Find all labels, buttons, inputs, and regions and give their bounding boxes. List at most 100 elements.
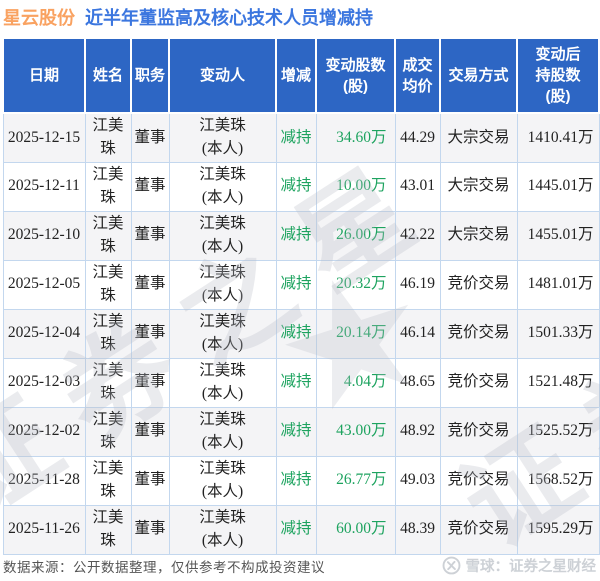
table-row: 2025-12-11 江美珠 董事 江美珠 (本人) 减持 10.00万 43.01 大宗交易… bbox=[2, 161, 600, 212]
cell-date: 2025-12-10 bbox=[2, 210, 86, 261]
cell-trade-type: 大宗交易 bbox=[439, 112, 518, 163]
cell-direction: 减持 bbox=[275, 406, 317, 457]
column-header-direction: 增减 bbox=[275, 37, 317, 114]
table-row: 2025-11-28 江美珠 董事 江美珠 (本人) 减持 26.77万 49.03 竞价交易… bbox=[2, 455, 600, 506]
cell-name: 江美珠 bbox=[84, 161, 132, 212]
cell-date: 2025-12-04 bbox=[2, 308, 86, 359]
cell-shares-after: 1521.48万 bbox=[516, 357, 600, 408]
cell-position: 董事 bbox=[130, 112, 170, 163]
cell-trade-type: 大宗交易 bbox=[439, 161, 518, 212]
column-header-shares-after: 变动后 持股数 (股) bbox=[516, 37, 600, 114]
cell-position: 董事 bbox=[130, 504, 170, 555]
cell-direction: 减持 bbox=[275, 112, 317, 163]
cell-trade-type: 竞价交易 bbox=[439, 259, 518, 310]
cell-changer: 江美珠 (本人) bbox=[168, 210, 277, 261]
brand-badge: 雪球：证券之星财经 bbox=[442, 555, 596, 576]
cell-date: 2025-11-28 bbox=[2, 455, 86, 506]
cell-trade-type: 竞价交易 bbox=[439, 308, 518, 359]
cell-name: 江美珠 bbox=[84, 259, 132, 310]
cell-direction: 减持 bbox=[275, 210, 317, 261]
cell-shares-after: 1455.01万 bbox=[516, 210, 600, 261]
cell-changer: 江美珠 (本人) bbox=[168, 308, 277, 359]
cell-date: 2025-12-02 bbox=[2, 406, 86, 457]
cell-avg-price: 44.29 bbox=[394, 112, 441, 163]
cell-changer: 江美珠 (本人) bbox=[168, 112, 277, 163]
column-header-name: 姓名 bbox=[84, 37, 132, 114]
cell-shares-after: 1410.41万 bbox=[516, 112, 600, 163]
cell-direction: 减持 bbox=[275, 308, 317, 359]
cell-shares-after: 1568.52万 bbox=[516, 455, 600, 506]
stock-name: 星云股份 bbox=[3, 8, 75, 28]
cell-shares-after: 1525.52万 bbox=[516, 406, 600, 457]
cell-trade-type: 竞价交易 bbox=[439, 504, 518, 555]
cell-trade-type: 竞价交易 bbox=[439, 455, 518, 506]
cell-direction: 减持 bbox=[275, 504, 317, 555]
cell-changer: 江美珠 (本人) bbox=[168, 406, 277, 457]
cell-position: 董事 bbox=[130, 210, 170, 261]
cell-changer: 江美珠 (本人) bbox=[168, 357, 277, 408]
cell-position: 董事 bbox=[130, 259, 170, 310]
cell-avg-price: 49.03 bbox=[394, 455, 441, 506]
cell-avg-price: 48.65 bbox=[394, 357, 441, 408]
cell-shares-changed: 4.04万 bbox=[315, 357, 396, 408]
cell-shares-after: 1481.01万 bbox=[516, 259, 600, 310]
cell-direction: 减持 bbox=[275, 161, 317, 212]
cell-shares-changed: 60.00万 bbox=[315, 504, 396, 555]
cell-changer: 江美珠 (本人) bbox=[168, 455, 277, 506]
cell-changer: 江美珠 (本人) bbox=[168, 504, 277, 555]
column-header-trade-type: 交易方式 bbox=[439, 37, 518, 114]
table-row: 2025-12-05 江美珠 董事 江美珠 (本人) 减持 20.32万 46.19 竞价交易… bbox=[2, 259, 600, 310]
cell-shares-after: 1595.29万 bbox=[516, 504, 600, 555]
cell-name: 江美珠 bbox=[84, 455, 132, 506]
cell-avg-price: 46.14 bbox=[394, 308, 441, 359]
cell-position: 董事 bbox=[130, 455, 170, 506]
cell-name: 江美珠 bbox=[84, 504, 132, 555]
cell-name: 江美珠 bbox=[84, 406, 132, 457]
cell-avg-price: 43.01 bbox=[394, 161, 441, 212]
table-row: 2025-12-03 江美珠 董事 江美珠 (本人) 减持 4.04万 48.65 竞价交易 1… bbox=[2, 357, 600, 408]
table-row: 2025-12-04 江美珠 董事 江美珠 (本人) 减持 20.14万 46.14 竞价交易… bbox=[2, 308, 600, 359]
cell-avg-price: 42.22 bbox=[394, 210, 441, 261]
cell-shares-after: 1501.33万 bbox=[516, 308, 600, 359]
cell-direction: 减持 bbox=[275, 455, 317, 506]
xueqiu-logo-icon bbox=[442, 556, 461, 575]
table-row: 2025-12-15 江美珠 董事 江美珠 (本人) 减持 34.60万 44.29 大宗交易… bbox=[2, 112, 600, 163]
table-row: 2025-12-10 江美珠 董事 江美珠 (本人) 减持 26.00万 42.22 大宗交易… bbox=[2, 210, 600, 261]
cell-trade-type: 大宗交易 bbox=[439, 210, 518, 261]
table-row: 2025-12-02 江美珠 董事 江美珠 (本人) 减持 43.00万 48.92 竞价交易… bbox=[2, 406, 600, 457]
cell-trade-type: 竞价交易 bbox=[439, 357, 518, 408]
title-subtitle: 近半年董监高及核心技术人员增减持 bbox=[85, 8, 373, 28]
cell-shares-changed: 26.00万 bbox=[315, 210, 396, 261]
holdings-table: 日期 姓名 职务 变动人 增减 变动股数 (股) 成交 均价 交易方式 变动后 持股数 (股) … bbox=[2, 37, 600, 555]
cell-changer: 江美珠 (本人) bbox=[168, 161, 277, 212]
cell-avg-price: 48.92 bbox=[394, 406, 441, 457]
column-header-date: 日期 bbox=[2, 37, 86, 114]
column-header-position: 职务 bbox=[130, 37, 170, 114]
column-header-changer: 变动人 bbox=[168, 37, 277, 114]
cell-shares-changed: 10.00万 bbox=[315, 161, 396, 212]
cell-date: 2025-12-15 bbox=[2, 112, 86, 163]
cell-direction: 减持 bbox=[275, 259, 317, 310]
cell-date: 2025-12-05 bbox=[2, 259, 86, 310]
data-source-note: 数据来源：公开数据整理，仅供参考不构成投资建议 bbox=[3, 559, 325, 575]
table-row: 2025-11-26 江美珠 董事 江美珠 (本人) 减持 60.00万 48.39 竞价交易… bbox=[2, 504, 600, 555]
cell-shares-changed: 26.77万 bbox=[315, 455, 396, 506]
cell-avg-price: 48.39 bbox=[394, 504, 441, 555]
cell-shares-after: 1445.01万 bbox=[516, 161, 600, 212]
cell-changer: 江美珠 (本人) bbox=[168, 259, 277, 310]
cell-name: 江美珠 bbox=[84, 210, 132, 261]
cell-date: 2025-11-26 bbox=[2, 504, 86, 555]
cell-avg-price: 46.19 bbox=[394, 259, 441, 310]
cell-name: 江美珠 bbox=[84, 357, 132, 408]
cell-shares-changed: 20.14万 bbox=[315, 308, 396, 359]
cell-position: 董事 bbox=[130, 161, 170, 212]
cell-shares-changed: 20.32万 bbox=[315, 259, 396, 310]
column-header-avg-price: 成交 均价 bbox=[394, 37, 441, 114]
cell-name: 江美珠 bbox=[84, 112, 132, 163]
table-body: 2025-12-15 江美珠 董事 江美珠 (本人) 减持 34.60万 44.29 大宗交易… bbox=[2, 112, 600, 555]
footer: 数据来源：公开数据整理，仅供参考不构成投资建议 雪球：证券之星财经 bbox=[3, 555, 596, 576]
cell-position: 董事 bbox=[130, 406, 170, 457]
cell-date: 2025-12-11 bbox=[2, 161, 86, 212]
cell-name: 江美珠 bbox=[84, 308, 132, 359]
